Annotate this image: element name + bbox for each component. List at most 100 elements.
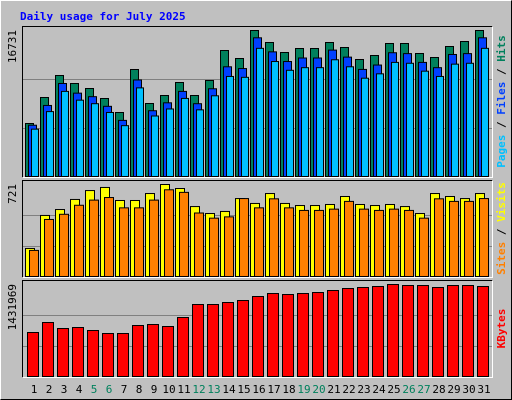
bar [61, 90, 69, 177]
x-tick-label: 28 [432, 383, 445, 396]
x-tick-label: 12 [192, 383, 205, 396]
bar [42, 322, 54, 378]
legend-entry: KBytes [495, 309, 508, 349]
x-tick-label: 29 [447, 383, 460, 396]
bar [391, 61, 399, 178]
bar [331, 59, 339, 178]
bar [134, 207, 144, 277]
bar [342, 288, 354, 377]
bar [282, 294, 294, 378]
bar [404, 209, 414, 278]
bar [102, 332, 114, 377]
bar [417, 285, 429, 377]
x-tick-label: 2 [46, 383, 53, 396]
x-tick-label: 16 [252, 383, 265, 396]
x-tick-label: 24 [372, 383, 386, 396]
bar [194, 212, 204, 277]
bar [286, 69, 294, 177]
bar [256, 47, 264, 177]
bar [179, 191, 189, 277]
bar [121, 125, 129, 177]
bar [481, 47, 489, 177]
bar [117, 332, 129, 377]
bar [162, 326, 174, 377]
bar [477, 286, 489, 377]
bar [466, 62, 474, 178]
bar [87, 330, 99, 377]
x-tick-label: 17 [267, 383, 280, 396]
x-tick-label: 7 [121, 383, 128, 396]
bar [211, 95, 219, 177]
bar [449, 200, 459, 278]
bar [119, 207, 129, 277]
panel-border [22, 26, 493, 178]
bar [226, 75, 234, 177]
chart-title: Daily usage for July 2025 [20, 10, 186, 23]
bar [299, 209, 309, 278]
bar [387, 284, 399, 377]
x-tick-label: 4 [76, 383, 83, 396]
bar [271, 61, 279, 178]
x-tick-label: 25 [387, 383, 400, 396]
bar [432, 287, 444, 378]
bar [479, 198, 489, 278]
bar [376, 73, 384, 177]
bar [344, 200, 354, 278]
x-tick-label: 21 [327, 383, 340, 396]
x-tick-label: 15 [237, 383, 250, 396]
legend: Pages / Files / Hits [495, 35, 508, 168]
bar [252, 295, 264, 377]
x-tick-label: 22 [342, 383, 355, 396]
bar [89, 199, 99, 277]
bar [224, 216, 234, 278]
bar [181, 97, 189, 177]
x-tick-label: 30 [462, 383, 475, 396]
x-tick-label: 26 [402, 383, 415, 396]
bar [27, 331, 39, 377]
bar [59, 213, 69, 277]
bar [361, 77, 369, 177]
x-tick-label: 9 [151, 383, 158, 396]
bar [237, 300, 249, 377]
x-tick-label: 14 [222, 383, 236, 396]
bar [267, 293, 279, 377]
bar [46, 111, 54, 177]
bar [447, 285, 459, 377]
legend-separator: / [495, 62, 508, 82]
bar [346, 66, 354, 177]
bar [462, 285, 474, 377]
x-tick-label: 5 [91, 383, 98, 396]
bar [44, 218, 54, 277]
bar [254, 207, 264, 277]
panel-border [22, 280, 493, 378]
bar [104, 197, 114, 277]
x-tick-label: 11 [177, 383, 190, 396]
bar [106, 111, 114, 177]
x-tick-label: 20 [312, 383, 325, 396]
bar [372, 286, 384, 377]
x-tick-label: 18 [282, 383, 295, 396]
bar [329, 208, 339, 277]
bar [241, 76, 249, 177]
x-tick-label: 6 [106, 383, 113, 396]
x-tick-label: 13 [207, 383, 220, 396]
bar [72, 327, 84, 377]
bar [402, 285, 414, 377]
bar [222, 302, 234, 377]
bar [451, 63, 459, 177]
panel-border [22, 180, 493, 278]
bar [91, 103, 99, 177]
bar [297, 293, 309, 377]
bar [196, 109, 204, 177]
bar [177, 317, 189, 377]
bar [357, 287, 369, 378]
x-tick-label: 10 [162, 383, 175, 396]
bar [74, 204, 84, 277]
bar [149, 199, 159, 277]
legend-entry: Visits [495, 182, 508, 222]
bar [269, 198, 279, 277]
bar [29, 249, 39, 278]
bar [151, 115, 159, 177]
legend: KBytes [495, 309, 508, 349]
